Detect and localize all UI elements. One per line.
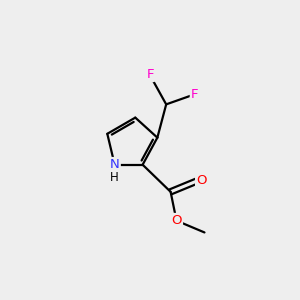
Text: O: O bbox=[171, 214, 182, 227]
Text: H: H bbox=[110, 171, 119, 184]
Text: F: F bbox=[191, 88, 199, 100]
Text: N: N bbox=[110, 158, 119, 171]
Text: F: F bbox=[146, 68, 154, 81]
Text: O: O bbox=[196, 174, 207, 188]
